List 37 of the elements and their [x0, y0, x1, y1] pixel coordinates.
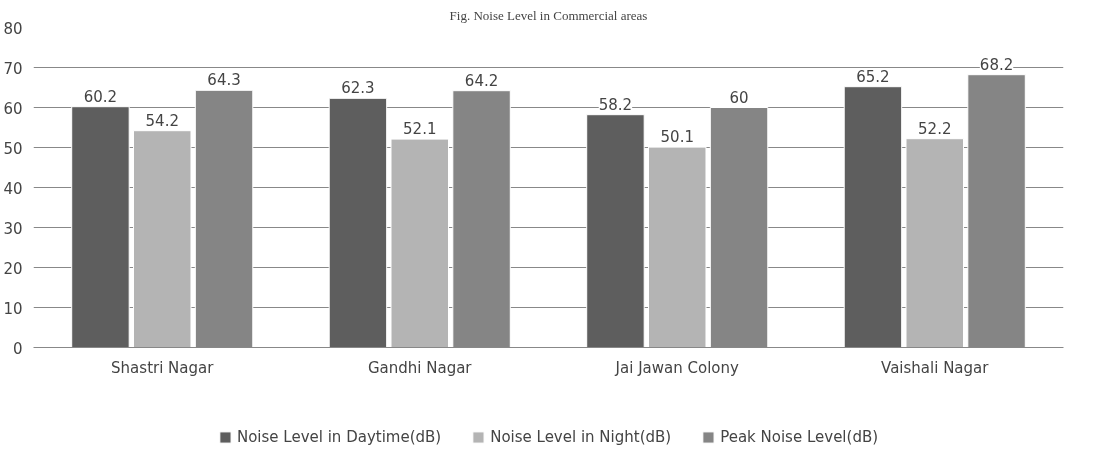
y-tick-label: 50: [3, 139, 23, 158]
data-label: 60: [729, 88, 749, 107]
y-tick-label: 40: [3, 179, 23, 198]
data-label: 54.2: [145, 111, 179, 130]
bar: [648, 146, 707, 348]
y-tick-label: 80: [3, 19, 23, 38]
data-label: 68.2: [979, 55, 1014, 74]
bar: [71, 106, 130, 348]
bar: [390, 138, 449, 348]
data-label: 65.2: [856, 67, 890, 86]
bar: [133, 130, 192, 348]
legend-label: Noise Level in Daytime(dB): [236, 427, 442, 446]
y-tick-label: 20: [3, 259, 23, 278]
x-tick-label: Gandhi Nagar: [367, 358, 473, 377]
data-label: 52.2: [918, 119, 952, 138]
bar: [905, 138, 964, 348]
y-tick-label: 0: [12, 339, 23, 358]
bar: [586, 114, 645, 348]
data-label: 50.1: [660, 128, 694, 147]
data-label: 64.2: [464, 71, 499, 90]
data-label: 64.3: [207, 71, 241, 90]
data-label: 60.2: [83, 87, 118, 106]
y-tick-label: 10: [3, 299, 23, 318]
legend-label: Peak Noise Level(dB): [720, 427, 879, 446]
data-label: 52.1: [403, 120, 437, 139]
bar: [843, 86, 903, 348]
bar: [328, 97, 388, 348]
y-tick-label: 70: [3, 59, 23, 78]
chart-title: Fig. Noise Level in Commercial areas: [449, 7, 648, 23]
x-tick-label: Shastri Nagar: [111, 358, 215, 377]
x-tick-label: Jai Jawan Colony: [614, 358, 740, 377]
data-label: 62.3: [341, 79, 375, 98]
data-label: 58.2: [598, 95, 633, 114]
legend-label: Noise Level in Night(dB): [490, 427, 672, 446]
y-tick-label: 30: [3, 219, 23, 238]
x-tick-label: Vaishali Nagar: [881, 358, 990, 377]
y-tick-label: 60: [3, 99, 23, 118]
